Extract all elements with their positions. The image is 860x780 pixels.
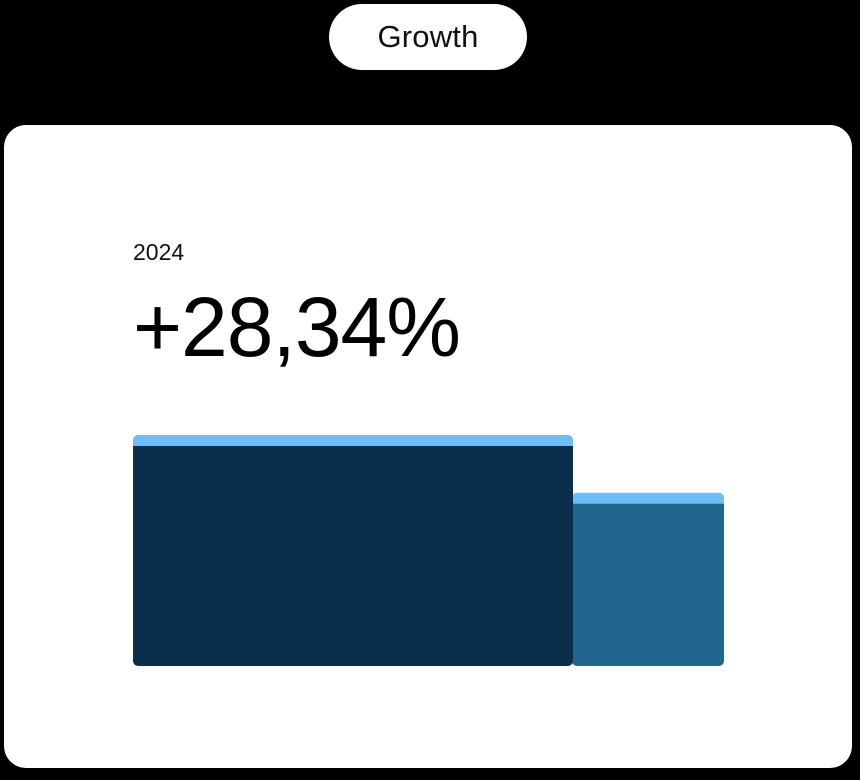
growth-bar-chart xyxy=(133,435,724,666)
growth-badge[interactable]: Growth xyxy=(329,4,527,70)
growth-card: 2024 +28,34% xyxy=(4,125,852,768)
growth-badge-label: Growth xyxy=(377,19,479,54)
year-label: 2024 xyxy=(133,239,185,265)
bar-1-base xyxy=(133,654,573,666)
bar-2 xyxy=(572,503,724,660)
bar-1 xyxy=(133,446,573,660)
growth-value: +28,34% xyxy=(133,280,461,374)
bar-2-base xyxy=(572,654,724,666)
